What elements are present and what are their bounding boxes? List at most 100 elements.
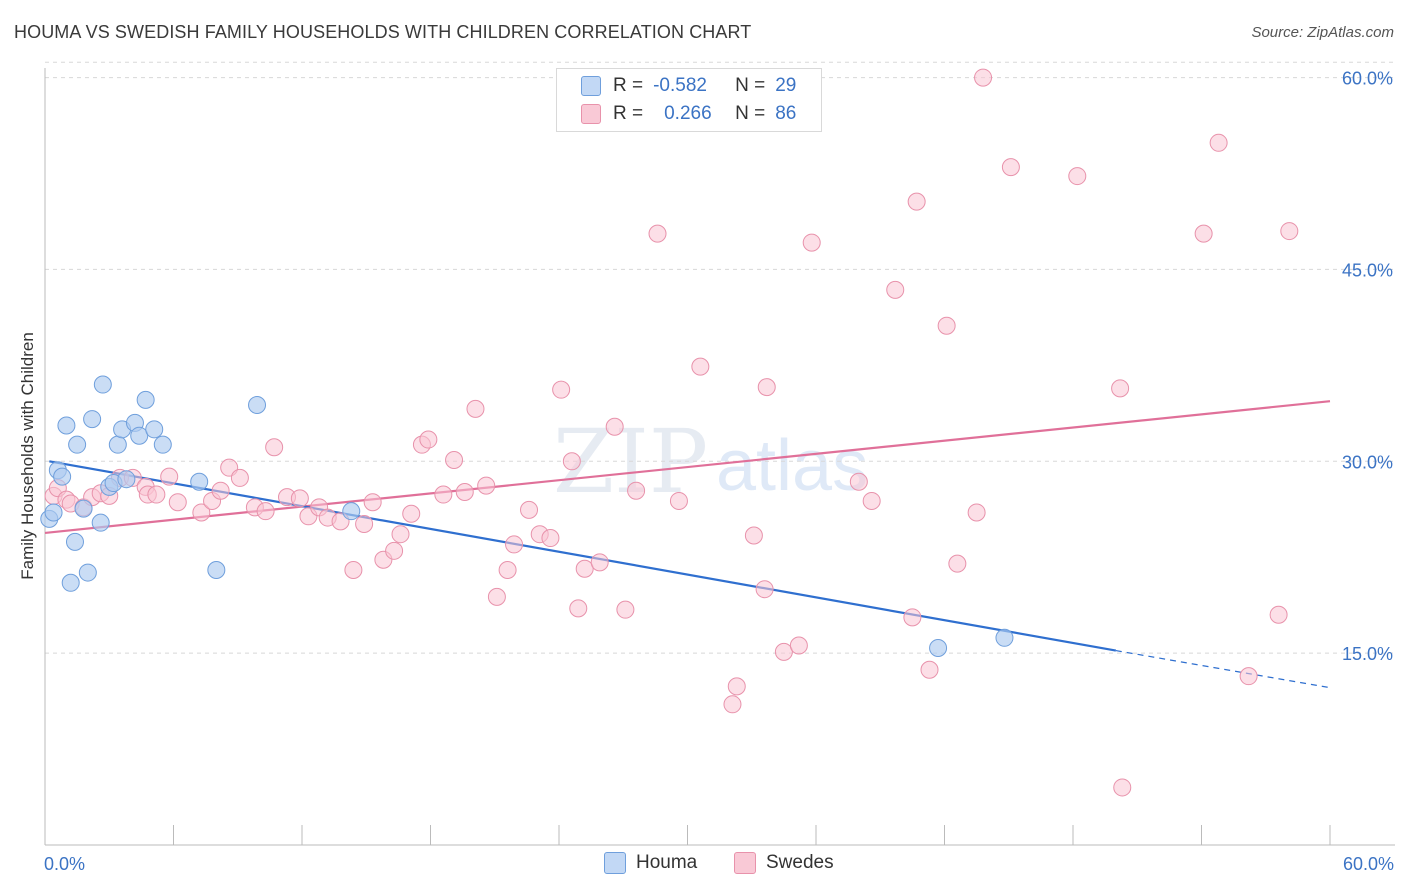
y-tick-label: 15.0% [1342, 644, 1393, 664]
houma-point [61, 573, 80, 592]
swedes-point [562, 452, 581, 471]
swedes-point [903, 608, 922, 627]
swedes-r-value: 0.266 [664, 103, 712, 124]
swedes-point [402, 504, 421, 523]
houma-point [78, 563, 97, 582]
swedes-point [1068, 167, 1087, 186]
source-label: Source: ZipAtlas.com [1251, 24, 1394, 41]
grid [45, 61, 1395, 654]
swedes-point [605, 417, 624, 436]
houma-point [83, 410, 102, 429]
swedes-point [1239, 667, 1258, 686]
houma-point [108, 435, 127, 454]
swedes-point [648, 224, 667, 243]
swedes-n-value: 86 [775, 103, 797, 124]
houma-point [248, 396, 267, 415]
swedes-legend-swatch [734, 852, 756, 874]
y-tick-labels: 15.0% 30.0% 45.0% 60.0% [1342, 69, 1393, 665]
swedes-point [1001, 158, 1020, 177]
swedes-legend-label: Swedes [766, 852, 834, 873]
houma-r-value: -0.582 [653, 75, 707, 96]
swedes-point [256, 502, 275, 521]
swedes-point [627, 481, 646, 500]
swedes-point [789, 636, 808, 655]
houma-point [136, 390, 155, 409]
houma-point [153, 435, 172, 454]
y-tick-label: 45.0% [1342, 260, 1393, 280]
legend-item-swedes[interactable]: Swedes [734, 852, 834, 874]
swedes-point [723, 695, 742, 714]
swedes-point [1113, 778, 1132, 797]
houma-point [190, 472, 209, 491]
houma-point [65, 532, 84, 551]
swedes-r-label: R = [613, 103, 644, 124]
swedes-points [44, 68, 1299, 797]
series-legend: Houma Swedes [0, 852, 1406, 876]
houma-point [342, 502, 361, 521]
swedes-point [691, 357, 710, 376]
swedes-point [590, 553, 609, 572]
swedes-point [487, 587, 506, 606]
swedes-point [755, 580, 774, 599]
stats-legend: R = -0.582 N = 29 R = 0.266 N = 86 [556, 68, 822, 132]
swedes-point [192, 503, 211, 522]
swedes-point [849, 472, 868, 491]
houma-trend-extension [1115, 649, 1331, 689]
swedes-point [920, 660, 939, 679]
y-axis-label: Family Households with Children [18, 332, 37, 580]
swedes-point [744, 526, 763, 545]
houma-point [207, 561, 226, 580]
swedes-point [290, 489, 309, 508]
houma-point [130, 426, 149, 445]
houma-swatch [581, 76, 601, 96]
houma-point [68, 435, 87, 454]
swedes-point [466, 399, 485, 418]
swedes-point [419, 430, 438, 449]
swedes-point [265, 438, 284, 457]
swedes-point [948, 554, 967, 573]
swedes-point [168, 493, 187, 512]
houma-point [117, 470, 136, 489]
houma-point [74, 499, 93, 518]
houma-point [44, 503, 63, 522]
swedes-point [434, 485, 453, 504]
y-tick-label: 60.0% [1342, 69, 1393, 89]
swedes-point [862, 491, 881, 510]
swedes-point [669, 491, 688, 510]
houma-n-value: 29 [775, 75, 797, 96]
swedes-point [1269, 605, 1288, 624]
swedes-point [616, 600, 635, 619]
x-tick-label-max: 60.0% [1343, 854, 1394, 874]
swedes-point [363, 493, 382, 512]
houma-points [40, 375, 1014, 658]
swedes-point [344, 561, 363, 580]
swedes-swatch [581, 104, 601, 124]
swedes-point [974, 68, 993, 87]
swedes-point [541, 529, 560, 548]
houma-point [57, 416, 76, 435]
houma-legend-swatch [604, 852, 626, 874]
legend-row-houma: R = -0.582 N = 29 [581, 73, 796, 99]
swedes-point [1111, 379, 1130, 398]
houma-legend-label: Houma [636, 852, 698, 873]
y-tick-label: 30.0% [1342, 452, 1393, 472]
swedes-point [569, 599, 588, 618]
swedes-point [1280, 222, 1299, 241]
swedes-point [802, 233, 821, 252]
legend-item-houma[interactable]: Houma [604, 852, 697, 874]
houma-point [53, 467, 72, 486]
x-tick-label-min: 0.0% [44, 854, 85, 874]
swedes-point [385, 541, 404, 560]
swedes-point [1209, 133, 1228, 152]
swedes-point [937, 316, 956, 335]
swedes-point [967, 503, 986, 522]
houma-n-label: N = [735, 75, 766, 96]
swedes-point [505, 535, 524, 554]
swedes-point [552, 380, 571, 399]
swedes-point [230, 468, 249, 487]
houma-point [91, 513, 110, 532]
swedes-point [455, 482, 474, 501]
swedes-point [757, 378, 776, 397]
swedes-point [498, 561, 517, 580]
